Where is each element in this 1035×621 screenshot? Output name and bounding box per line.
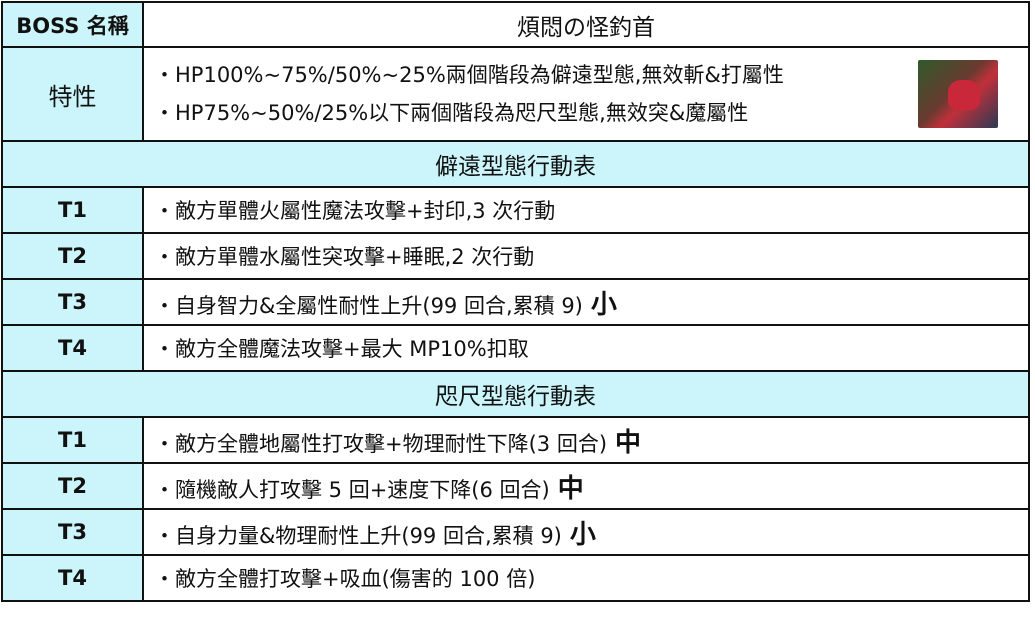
action-text: ・敵方全體地屬性打攻擊+物理耐性下降(3 回合) (154, 431, 608, 456)
boss-table: BOSS 名稱 煩悶の怪釣首 特性 ・HP100%~75%/50%~25%兩個階… (1, 1, 1030, 602)
turn-label: T2 (1, 232, 144, 280)
action-cell: ・自身智力&全屬性耐性上升(99 回合,累積 9) 小 (142, 278, 1030, 326)
intensity-mark: 中 (615, 427, 642, 458)
boss-name-label: BOSS 名稱 (1, 1, 144, 48)
action-text: ・隨機敵人打攻擊 5 回+速度下降(6 回合) (154, 477, 550, 502)
turn-label: T4 (1, 554, 144, 602)
action-cell: ・敵方全體魔法攻擊+最大 MP10%扣取 (142, 324, 1030, 372)
traits-cell: ・HP100%~75%/50%~25%兩個階段為僻遠型態,無效斬&打屬性 ・HP… (142, 46, 1030, 142)
action-text: ・敵方全體魔法攻擊+最大 MP10%扣取 (154, 337, 529, 361)
action-cell: ・敵方全體打攻擊+吸血(傷害的 100 倍) (142, 554, 1030, 602)
action-text: ・敵方單體火屬性魔法攻擊+封印,3 次行動 (154, 199, 556, 223)
turn-label: T3 (1, 278, 144, 326)
action-cell: ・隨機敵人打攻擊 5 回+速度下降(6 回合) 中 (142, 462, 1030, 510)
trait-item: ・HP75%~50%/25%以下兩個階段為咫尺型態,無效突&魔屬性 (154, 101, 749, 125)
action-text: ・敵方全體打攻擊+吸血(傷害的 100 倍) (154, 567, 536, 591)
section-title: 咫尺型態行動表 (1, 370, 1030, 418)
turn-label: T2 (1, 462, 144, 510)
intensity-mark: 小 (590, 289, 617, 320)
turn-label: T1 (1, 416, 144, 464)
section-title: 僻遠型態行動表 (1, 140, 1030, 188)
turn-label: T1 (1, 186, 144, 234)
action-text: ・自身智力&全屬性耐性上升(99 回合,累積 9) (154, 293, 583, 318)
trait-item: ・HP100%~75%/50%~25%兩個階段為僻遠型態,無效斬&打屬性 (154, 63, 784, 87)
action-cell: ・自身力量&物理耐性上升(99 回合,累積 9) 小 (142, 508, 1030, 556)
action-text: ・敵方單體水屬性突攻擊+睡眠,2 次行動 (154, 245, 535, 269)
boss-name: 煩悶の怪釣首 (142, 1, 1030, 48)
boss-portrait-image (918, 60, 998, 128)
turn-label: T3 (1, 508, 144, 556)
traits-label: 特性 (1, 46, 144, 142)
action-text: ・自身力量&物理耐性上升(99 回合,累積 9) (154, 523, 562, 548)
intensity-mark: 小 (569, 519, 596, 550)
action-cell: ・敵方單體火屬性魔法攻擊+封印,3 次行動 (142, 186, 1030, 234)
action-cell: ・敵方單體水屬性突攻擊+睡眠,2 次行動 (142, 232, 1030, 280)
action-cell: ・敵方全體地屬性打攻擊+物理耐性下降(3 回合) 中 (142, 416, 1030, 464)
turn-label: T4 (1, 324, 144, 372)
intensity-mark: 中 (557, 473, 584, 504)
